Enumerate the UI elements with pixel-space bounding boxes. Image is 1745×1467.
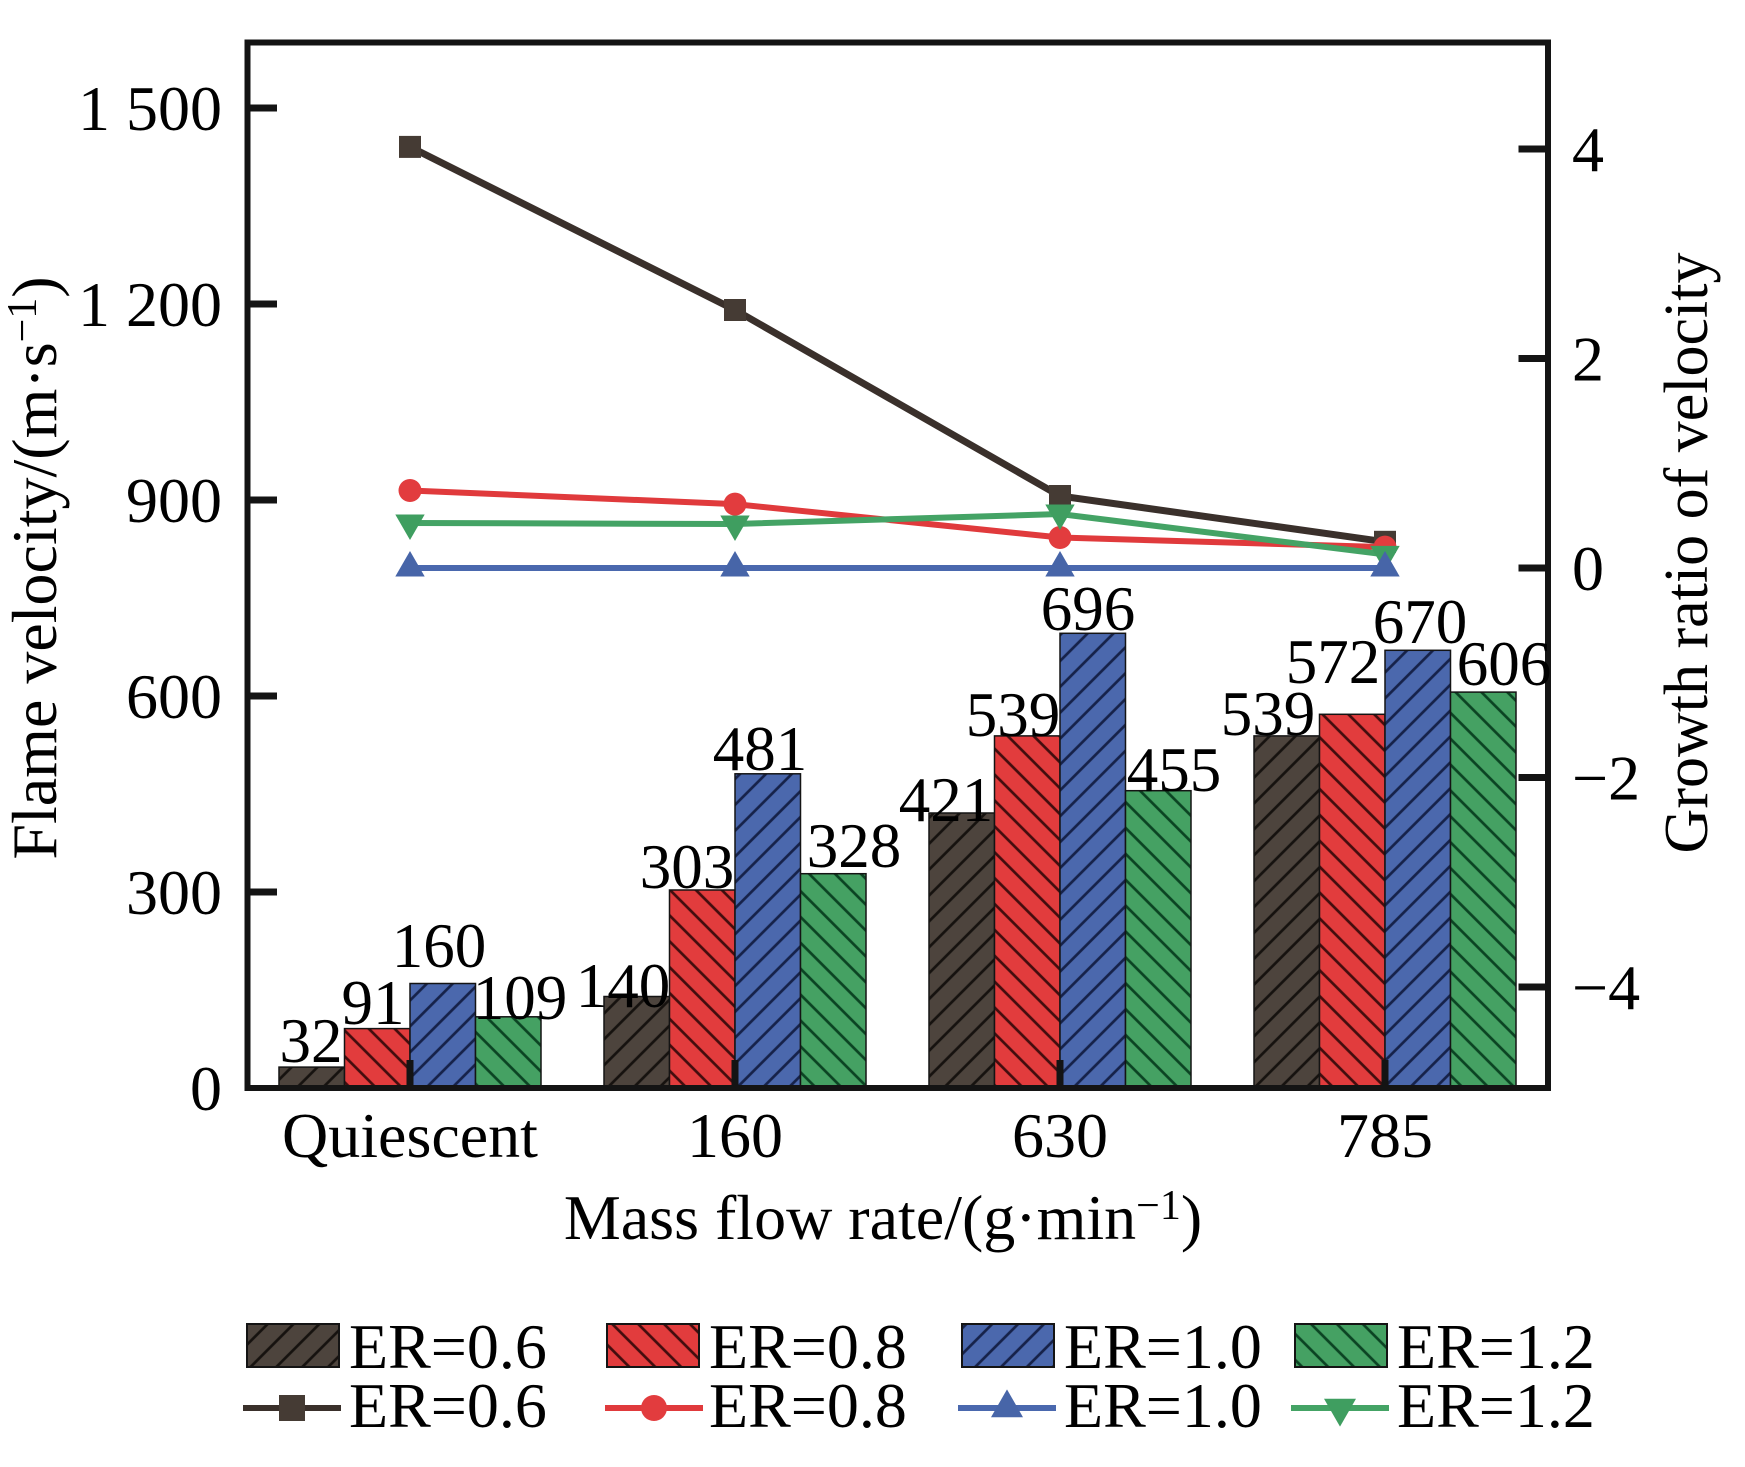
svg-text:481: 481 — [713, 714, 808, 784]
svg-text:Mass flow rate/(g·min−1): Mass flow rate/(g·min−1) — [564, 1182, 1202, 1253]
svg-text:140: 140 — [576, 951, 671, 1021]
svg-text:300: 300 — [126, 857, 222, 928]
svg-text:ER=1.2: ER=1.2 — [1397, 1311, 1595, 1382]
svg-text:421: 421 — [899, 765, 994, 835]
svg-text:455: 455 — [1127, 735, 1222, 805]
svg-text:ER=0.8: ER=0.8 — [709, 1370, 907, 1441]
svg-text:160: 160 — [392, 911, 487, 981]
svg-text:630: 630 — [1012, 1100, 1108, 1171]
svg-text:Flame velocity/(m·s−1): Flame velocity/(m·s−1) — [0, 276, 70, 859]
svg-text:670: 670 — [1373, 587, 1468, 657]
svg-text:1 200: 1 200 — [78, 269, 222, 340]
svg-text:2: 2 — [1572, 324, 1604, 395]
svg-text:696: 696 — [1041, 574, 1136, 644]
svg-text:ER=0.6: ER=0.6 — [349, 1370, 547, 1441]
svg-text:−4: −4 — [1572, 952, 1640, 1023]
svg-text:539: 539 — [1221, 679, 1316, 749]
svg-text:ER=0.8: ER=0.8 — [709, 1311, 907, 1382]
svg-text:539: 539 — [966, 680, 1061, 750]
svg-text:91: 91 — [342, 968, 405, 1038]
svg-text:328: 328 — [807, 811, 902, 881]
svg-text:109: 109 — [473, 963, 568, 1033]
svg-text:Quiescent: Quiescent — [282, 1100, 538, 1171]
svg-text:ER=0.6: ER=0.6 — [349, 1311, 547, 1382]
svg-text:−2: −2 — [1572, 743, 1640, 814]
svg-text:600: 600 — [126, 661, 222, 732]
svg-text:Growth ratio of velocity: Growth ratio of velocity — [1653, 253, 1721, 854]
svg-text:785: 785 — [1337, 1100, 1433, 1171]
svg-text:1 500: 1 500 — [78, 73, 222, 144]
svg-text:0: 0 — [1572, 533, 1604, 604]
svg-text:572: 572 — [1286, 627, 1381, 697]
svg-text:160: 160 — [687, 1100, 783, 1171]
svg-text:ER=1.0: ER=1.0 — [1064, 1370, 1262, 1441]
svg-text:606: 606 — [1457, 629, 1552, 699]
svg-text:ER=1.0: ER=1.0 — [1064, 1311, 1262, 1382]
svg-text:4: 4 — [1572, 114, 1604, 185]
svg-text:ER=1.2: ER=1.2 — [1397, 1370, 1595, 1441]
svg-text:32: 32 — [280, 1006, 343, 1076]
svg-text:0: 0 — [190, 1053, 222, 1124]
svg-text:303: 303 — [640, 832, 735, 902]
svg-text:900: 900 — [126, 465, 222, 536]
